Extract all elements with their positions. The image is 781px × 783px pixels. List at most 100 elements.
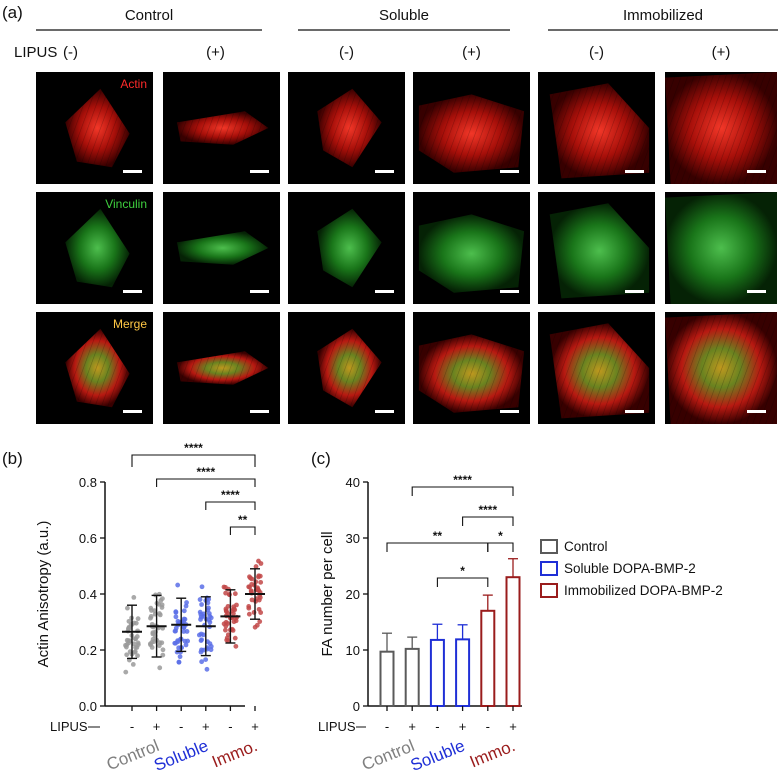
- data-point: [151, 639, 157, 644]
- lipus-sign: -: [179, 719, 183, 734]
- scale-bar: [123, 290, 142, 293]
- data-point: [176, 659, 182, 665]
- scale-bar: [250, 290, 269, 293]
- group-header-immobilized: Immobilized: [623, 7, 703, 24]
- significance-bracket: [229, 526, 256, 535]
- actin-fibers: [549, 323, 650, 419]
- data-point: [206, 605, 211, 611]
- data-point: [196, 632, 202, 638]
- channel-label-actin: Actin: [120, 77, 147, 91]
- scale-bar: [500, 290, 519, 293]
- data-point: [184, 600, 189, 605]
- y-tick-label: 0: [353, 699, 360, 714]
- data-point: [233, 643, 239, 649]
- scatter-group: [245, 558, 265, 630]
- significance-bracket: [411, 486, 514, 496]
- cell-body: [177, 231, 269, 265]
- micrograph-merge: [665, 312, 777, 424]
- data-point: [206, 596, 212, 602]
- data-point: [131, 641, 137, 647]
- data-point: [256, 597, 262, 603]
- significance-label: ****: [221, 488, 240, 502]
- scatter-group: [220, 584, 241, 649]
- scatter-group: [195, 584, 216, 672]
- significance-label: **: [433, 529, 443, 543]
- scale-bar: [747, 290, 766, 293]
- scale-bar: [250, 410, 269, 413]
- group-label-soluble: Soluble: [151, 736, 211, 775]
- data-point: [173, 614, 179, 620]
- micrograph-merge: [163, 312, 280, 424]
- lipus-sign: +: [509, 719, 517, 734]
- data-point: [257, 619, 263, 624]
- data-point: [203, 657, 209, 662]
- legend-swatch: [540, 561, 558, 576]
- micrograph-vinculin: [163, 192, 280, 304]
- lipus-sign: -: [228, 719, 232, 734]
- data-point: [130, 661, 136, 667]
- actin-fibers: [665, 312, 777, 424]
- micrograph-vinculin: [36, 192, 153, 304]
- scale-bar: [500, 410, 519, 413]
- group-header-control: Control: [125, 7, 173, 24]
- group-label-control: Control: [104, 736, 162, 774]
- data-point: [246, 611, 252, 617]
- group-label-soluble: Soluble: [408, 736, 468, 775]
- data-point: [256, 588, 262, 593]
- panel-a-letter: (a): [2, 3, 23, 22]
- data-point: [232, 635, 238, 641]
- lipus-row: LIPUS (-) (+) (-) (+) (-) (+): [14, 44, 730, 61]
- significance-bracket: [487, 542, 514, 552]
- data-point: [157, 665, 163, 671]
- y-axis-label: FA number per cell: [319, 531, 336, 656]
- data-point: [133, 620, 139, 626]
- scale-bar: [375, 410, 394, 413]
- data-point: [152, 608, 157, 614]
- significance-bracket: [205, 501, 256, 510]
- lipus-sign: +: [459, 719, 467, 734]
- panel-b-letter: (b): [2, 449, 23, 468]
- data-point: [181, 629, 187, 634]
- cell-body: [418, 214, 525, 293]
- significance-bracket: [156, 478, 256, 487]
- actin-fibers: [418, 334, 525, 413]
- data-point: [253, 564, 259, 569]
- lipus-sign: -: [435, 719, 439, 734]
- group-header-soluble: Soluble: [379, 7, 429, 24]
- micrograph-merge: [36, 312, 153, 424]
- data-point: [253, 579, 259, 585]
- significance-bracket: [131, 454, 256, 467]
- legend-swatch: [540, 539, 558, 554]
- data-point: [198, 614, 204, 620]
- channel-label-merge: Merge: [113, 317, 147, 331]
- significance-label: ****: [184, 441, 203, 455]
- data-point: [223, 590, 229, 596]
- data-point: [258, 579, 264, 585]
- legend-entry: Soluble DOPA-BMP-2: [564, 561, 696, 576]
- y-tick-label: 0.0: [79, 699, 97, 714]
- data-point: [175, 582, 181, 588]
- data-point: [184, 629, 190, 634]
- data-point: [198, 649, 204, 655]
- micrograph-actin: [36, 72, 153, 184]
- data-point: [232, 591, 238, 597]
- scatter-group: [122, 594, 142, 675]
- data-point: [181, 624, 187, 630]
- significance-label: ****: [453, 473, 472, 487]
- data-point: [160, 652, 166, 658]
- scale-bar: [375, 290, 394, 293]
- y-axis-label: Actin Anisotropy (a.u.): [35, 521, 52, 668]
- y-tick-label: 30: [346, 531, 360, 546]
- data-point: [124, 652, 130, 658]
- data-point: [201, 611, 207, 617]
- data-point: [148, 605, 154, 611]
- micrograph-grid: Actin Vinculin Merge: [36, 72, 777, 424]
- data-point: [124, 605, 130, 611]
- data-point: [223, 627, 228, 633]
- lipus-row-label: LIPUS: [50, 719, 88, 734]
- actin-fibers: [418, 94, 525, 173]
- data-point: [159, 596, 165, 601]
- data-point: [246, 604, 252, 609]
- legend-swatch: [540, 583, 558, 598]
- micrograph-vinculin: [413, 192, 530, 304]
